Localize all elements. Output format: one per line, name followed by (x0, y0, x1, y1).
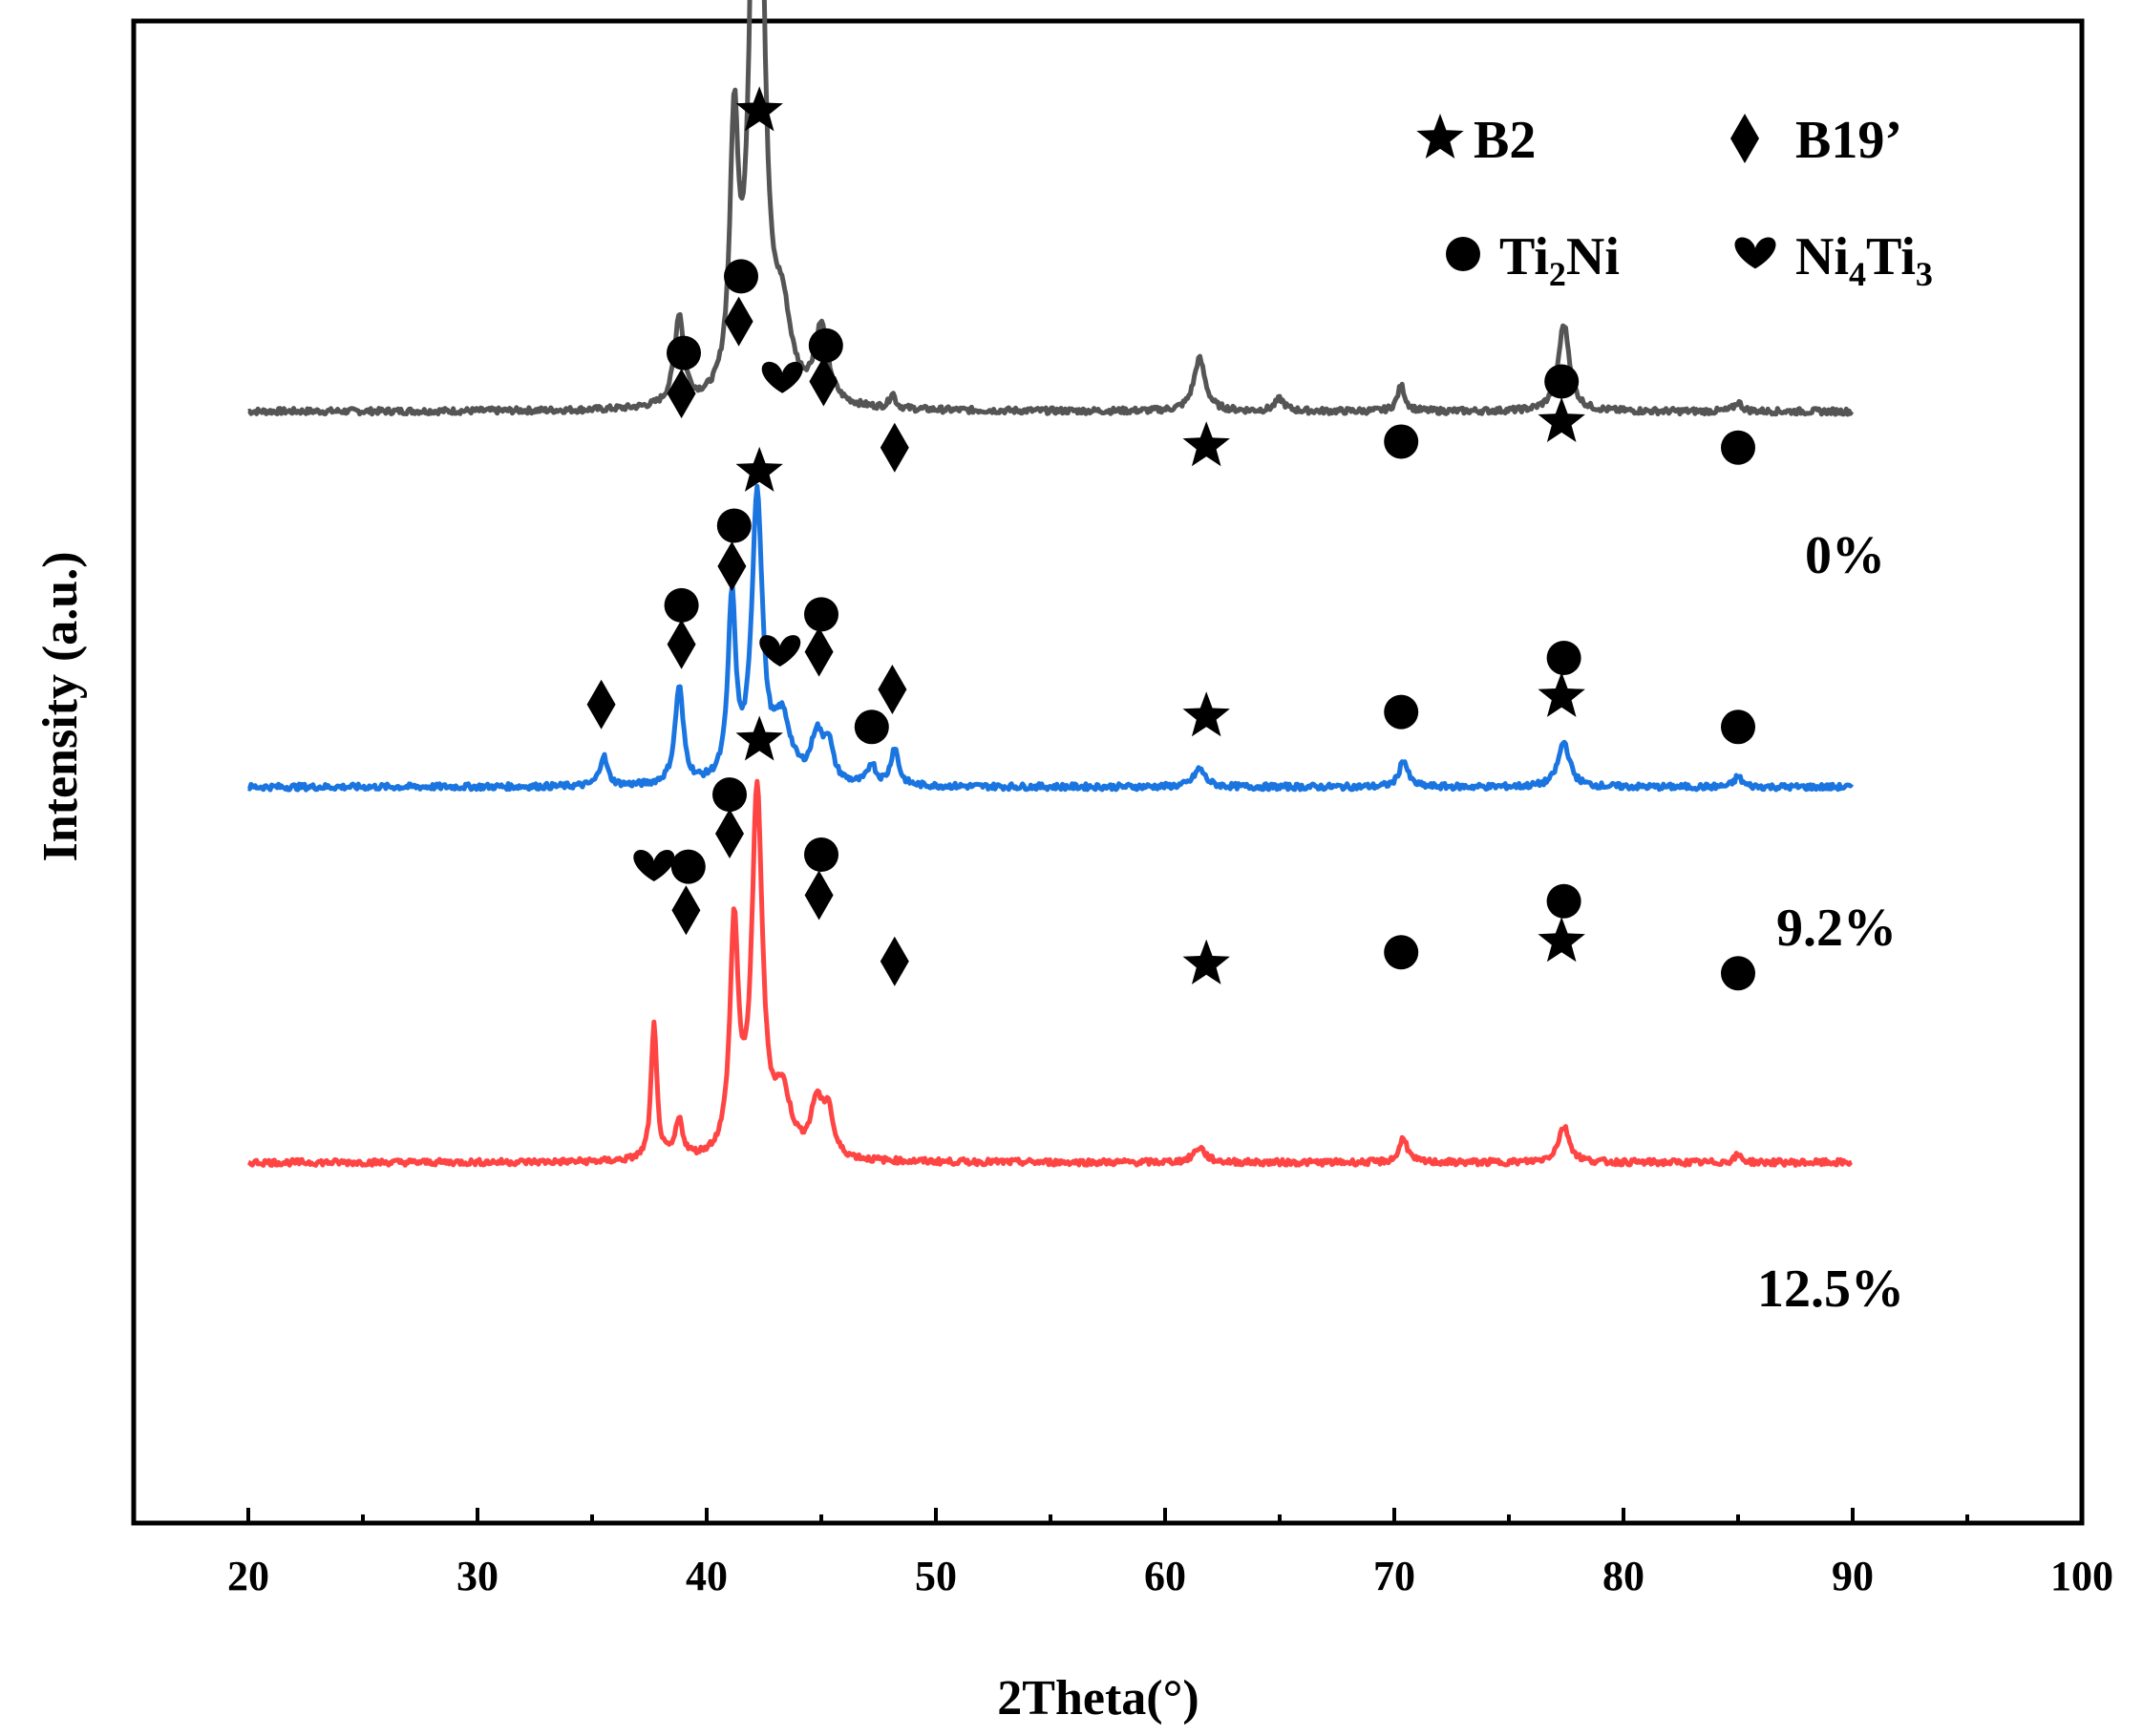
phase-marker-s0-13-circle (1721, 430, 1755, 465)
phase-marker-s1-7-diamond (804, 626, 834, 677)
phase-marker-s1-9-circle (854, 709, 889, 745)
legend-label-ti2ni: Ti2Ni (1499, 227, 1620, 293)
phase-marker-s0-2-diamond (724, 296, 753, 347)
phase-marker-s0-0-star (735, 86, 783, 132)
phase-marker-s1-10-diamond (878, 664, 907, 714)
phase-marker-s1-2-diamond (717, 540, 747, 591)
phase-marker-s2-0-star (735, 715, 783, 761)
phase-marker-layer (586, 86, 1755, 991)
phase-marker-s0-1-circle (724, 259, 758, 294)
phase-marker-s1-15-circle (1721, 709, 1755, 745)
legend-marker-ni4ti3-heart (1734, 237, 1776, 269)
series-label-12-5: 12.5% (1757, 1260, 1904, 1319)
phase-marker-s2-8-diamond (880, 936, 909, 986)
phase-marker-s0-5-heart (761, 361, 803, 393)
series-line-1 (246, 483, 1855, 793)
phase-marker-s0-6-circle (808, 328, 843, 363)
x-axis-title: 2Theta(°) (997, 1671, 1199, 1725)
phase-marker-s1-8-diamond (586, 679, 616, 730)
legend-ni4ti3-part1: Ni (1795, 227, 1849, 286)
legend-ni4ti3-part2: Ti (1866, 227, 1916, 286)
phase-marker-s2-10-circle (1384, 935, 1419, 970)
series-layer (246, 0, 1855, 1168)
phase-marker-s0-8-diamond (880, 422, 909, 473)
phase-marker-s1-4-diamond (667, 619, 696, 669)
legend-marker-ti2ni-circle (1446, 237, 1480, 271)
series-line-0 (246, 0, 1855, 417)
phase-marker-s2-1-circle (712, 777, 747, 813)
phase-marker-s0-4-diamond (667, 369, 696, 419)
phase-marker-s0-12-star (1538, 397, 1585, 442)
phase-marker-s1-1-circle (716, 508, 752, 543)
phase-marker-s1-12-circle (1384, 694, 1419, 730)
legend-label-b19: B19’ (1795, 111, 1902, 170)
legend-ti2ni-part1: Ti (1499, 227, 1549, 286)
phase-marker-s0-7-diamond (809, 356, 838, 407)
phase-marker-s2-7-diamond (804, 870, 834, 921)
legend-ni4ti3-sub2: 3 (1916, 255, 1933, 293)
legend-ni4ti3-sub1: 4 (1849, 255, 1866, 293)
x-tick-label-100: 100 (2050, 1553, 2113, 1599)
x-tick-label-40: 40 (686, 1553, 728, 1599)
phase-marker-s0-11-circle (1544, 364, 1580, 399)
phase-marker-s1-11-star (1182, 691, 1230, 737)
x-axis-ticks: 20 30 40 50 60 70 80 90 100 (227, 1508, 2113, 1599)
legend-marker-b19-diamond (1730, 114, 1759, 163)
phase-marker-s1-13-circle (1546, 640, 1581, 675)
legend-ti2ni-sub1: 2 (1549, 255, 1566, 293)
x-tick-label-70: 70 (1373, 1553, 1415, 1599)
phase-marker-s2-9-star (1182, 939, 1230, 984)
phase-marker-s1-0-star (735, 446, 783, 492)
x-tick-label-90: 90 (1832, 1553, 1874, 1599)
plot-frame (131, 18, 2085, 1526)
legend-label-b2: B2 (1474, 111, 1536, 170)
legend-marker-b2-star (1416, 114, 1464, 159)
phase-marker-s2-6-circle (804, 837, 838, 873)
x-tick-label-30: 30 (456, 1553, 499, 1599)
phase-marker-s1-14-star (1538, 671, 1585, 717)
y-axis-title: Intensity (a.u.) (33, 551, 88, 861)
phase-marker-s2-4-circle (670, 849, 706, 884)
x-tick-label-80: 80 (1602, 1553, 1644, 1599)
legend-ti2ni-part2: Ni (1566, 227, 1620, 286)
phase-marker-s2-3-heart (633, 850, 675, 881)
legend-label-ni4ti3: Ni4Ti3 (1795, 227, 1933, 293)
series-label-9-2: 9.2% (1776, 899, 1897, 958)
legend: B2 B19’ Ti2Ni Ni4Ti3 (1416, 111, 1933, 293)
phase-marker-s0-10-circle (1384, 424, 1419, 459)
legend-markers (1416, 114, 1776, 271)
phase-marker-s0-3-circle (667, 335, 701, 370)
x-tick-label-50: 50 (915, 1553, 957, 1599)
phase-marker-s1-3-circle (664, 587, 699, 623)
phase-marker-s1-6-circle (804, 597, 838, 632)
phase-marker-s2-13-circle (1721, 956, 1755, 991)
x-tick-label-60: 60 (1144, 1553, 1186, 1599)
phase-marker-s2-5-diamond (671, 885, 701, 936)
phase-marker-s2-11-circle (1546, 883, 1581, 919)
phase-marker-s0-9-star (1182, 421, 1230, 467)
phase-marker-s2-2-diamond (715, 808, 744, 858)
phase-marker-s2-12-star (1538, 917, 1585, 963)
phase-marker-s1-5-heart (759, 635, 801, 667)
x-tick-label-20: 20 (227, 1553, 269, 1599)
series-label-0: 0% (1805, 526, 1885, 585)
series-line-2 (246, 778, 1854, 1168)
